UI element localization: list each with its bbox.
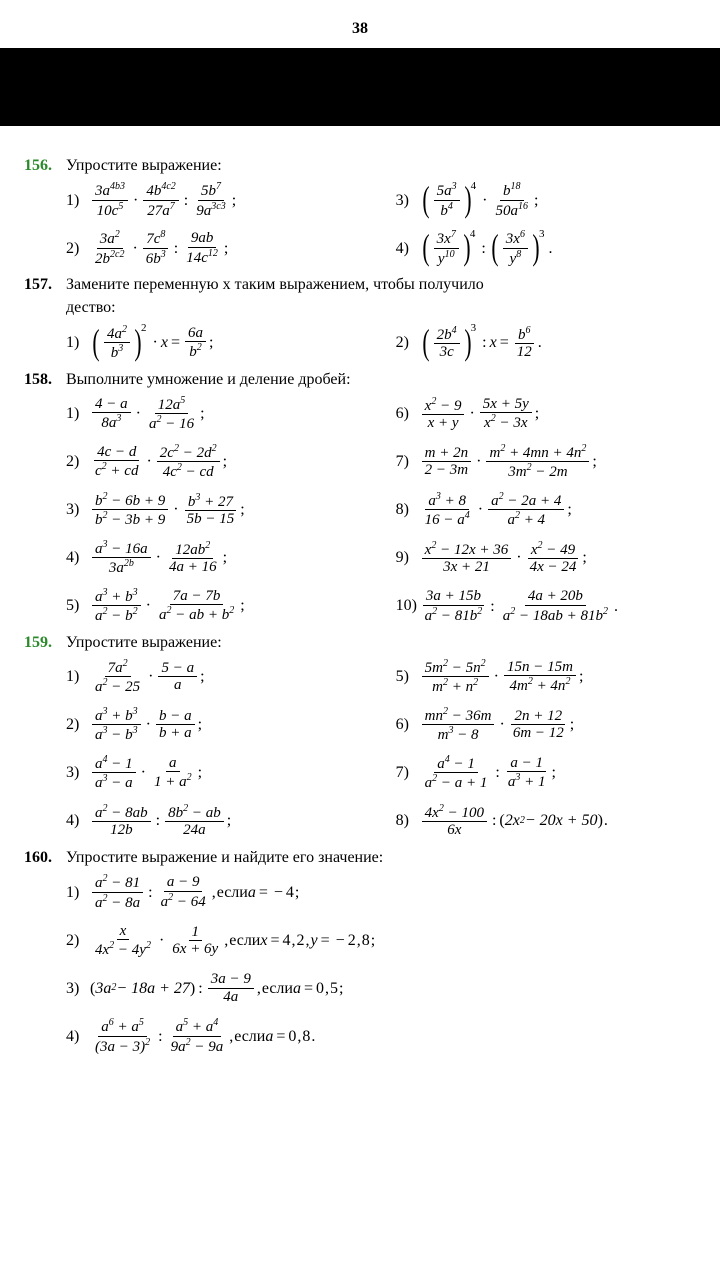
item-number: 8) (396, 500, 420, 519)
item-number: 1) (66, 333, 90, 352)
item-number: 2) (66, 715, 90, 734)
item-row: 1)a2 − 81a2 − 8a:a − 9a2 − 64,еслиa=−4; (66, 871, 700, 913)
item-number: 1) (66, 667, 90, 686)
item-number: 3) (66, 763, 90, 782)
math-expression: a6 + a5(3a − 3)2:a5 + a49a2 − 9a,еслиa=0… (90, 1017, 316, 1055)
math-expression: (3x7y10)4:(3x6y8)3. (420, 229, 554, 267)
math-expression: (2b43c)3:x=b612. (420, 325, 543, 361)
exercise-title: Упростите выражение и найдите его значен… (66, 848, 383, 867)
item-number: 1) (66, 404, 90, 423)
exercise: 158.Выполните умножение и деление дробей… (24, 370, 700, 627)
item-row: 1)(4a2b3)2·x=6ab2; 2)(2b43c)3:x=b612. (66, 322, 700, 364)
item-number: 7) (396, 763, 420, 782)
exercise-title: Упростите выражение: (66, 156, 222, 175)
math-expression: a3 + 816 − a4·a2 − 2a + 4a2 + 4; (420, 491, 573, 529)
exercise: 157.Замените переменную x таким выражени… (24, 275, 700, 363)
exercise-items: 1)(4a2b3)2·x=6ab2; 2)(2b43c)3:x=b612. (24, 322, 700, 364)
item-row: 1)4 − a8a3·12a5a2 − 16; 6)x2 − 9x + y·5x … (66, 393, 700, 435)
math-expression: 3a4b310c5·4b4c227a7:5b79a3c3; (90, 181, 237, 219)
math-expression: mn2 − 36mm3 − 8·2n + 126m − 12; (420, 706, 576, 744)
math-expression: a4 − 1a3 − a·a1 + a2; (90, 754, 203, 792)
item-number: 9) (396, 548, 420, 567)
math-expression: a3 + b3a3 − b3·b − ab + a; (90, 706, 203, 744)
exercise-title: Замените переменную x таким выражением, … (66, 275, 484, 294)
item-number: 5) (396, 667, 420, 686)
item-number: 2) (66, 931, 90, 950)
item-row: 2)3a22b2c2·7c86b3:9ab14c12; 4)(3x7y10)4:(… (66, 227, 700, 269)
item-row: 5)a3 + b3a2 − b2·7a − 7ba2 − ab + b2; 10)… (66, 585, 700, 627)
item-number: 1) (66, 883, 90, 902)
item-number: 1) (66, 191, 90, 210)
item-number: 4) (396, 239, 420, 258)
item-row: 4)a2 − 8ab12b:8b2 − ab24a; 8)4x2 − 1006x:… (66, 800, 700, 842)
item-row: 3)(3a2 − 18a + 27):3a − 94a,еслиa=0,5; (66, 967, 700, 1009)
item-row: 4)a6 + a5(3a − 3)2:a5 + a49a2 − 9a,еслиa… (66, 1015, 700, 1057)
item-number: 2) (66, 452, 90, 471)
item-number: 3) (66, 500, 90, 519)
item-number: 4) (66, 548, 90, 567)
exercise-number: 158. (24, 370, 66, 389)
exercise: 159.Упростите выражение: 1)7a2a2 − 25·5 −… (24, 633, 700, 842)
exercise-items: 1)3a4b310c5·4b4c227a7:5b79a3c3; 3)(5a3b4)… (24, 179, 700, 269)
math-expression: 3a22b2c2·7c86b3:9ab14c12; (90, 229, 229, 267)
math-expression: a2 − 81a2 − 8a:a − 9a2 − 64,еслиa=−4; (90, 873, 300, 911)
item-row: 2)x4x2 − 4y2·16x + 6y,еслиx=4,2,y=−2,8; (66, 919, 700, 961)
item-number: 3) (396, 191, 420, 210)
exercise-number: 160. (24, 848, 66, 867)
math-expression: 4 − a8a3·12a5a2 − 16; (90, 395, 206, 433)
item-number: 6) (396, 404, 420, 423)
math-expression: a3 + b3a2 − b2·7a − 7ba2 − ab + b2; (90, 587, 246, 625)
exercise: 156.Упростите выражение: 1)3a4b310c5·4b4c… (24, 156, 700, 269)
exercise-number: 159. (24, 633, 66, 652)
exercise-title-continuation: дество: (24, 298, 700, 317)
exercise-items: 1)7a2a2 − 25·5 − aa; 5)5m2 − 5n2m2 + n2·1… (24, 656, 700, 842)
math-expression: 7a2a2 − 25·5 − aa; (90, 658, 206, 696)
content: 156.Упростите выражение:1)3a4b310c5·4b4c… (0, 126, 720, 1073)
math-expression: x2 − 9x + y·5x + 5yx2 − 3x; (420, 396, 541, 432)
math-expression: a2 − 8ab12b:8b2 − ab24a; (90, 803, 232, 839)
exercise-title: Выполните умножение и деление дробей: (66, 370, 351, 389)
exercise-items: 1)a2 − 81a2 − 8a:a − 9a2 − 64,еслиa=−4; 2… (24, 871, 700, 1057)
exercise-number: 157. (24, 275, 66, 294)
item-number: 3) (66, 979, 90, 998)
black-bar (0, 48, 720, 126)
math-expression: (4a2b3)2·x=6ab2; (90, 324, 214, 362)
item-row: 2)a3 + b3a3 − b3·b − ab + a; 6)mn2 − 36mm… (66, 704, 700, 746)
item-number: 2) (66, 239, 90, 258)
math-expression: (5a3b4)4·b1850a16; (420, 181, 540, 219)
item-row: 2)4c − dc2 + cd·2c2 − 2d24c2 − cd; 7)m + … (66, 441, 700, 483)
exercise-items: 1)4 − a8a3·12a5a2 − 16; 6)x2 − 9x + y·5x … (24, 393, 700, 627)
item-number: 5) (66, 596, 90, 615)
math-expression: 4x2 − 1006x:(2x2 − 20x + 50). (420, 803, 609, 839)
page: 38 156.Упростите выражение:1)3a4b310c5·4… (0, 0, 720, 1280)
exercise-number: 156. (24, 156, 66, 175)
item-row: 1)7a2a2 − 25·5 − aa; 5)5m2 − 5n2m2 + n2·1… (66, 656, 700, 698)
item-number: 4) (66, 1027, 90, 1046)
exercise-title: Упростите выражение: (66, 633, 222, 652)
math-expression: a4 − 1a2 − a + 1:a − 1a3 + 1; (420, 754, 557, 792)
math-expression: x4x2 − 4y2·16x + 6y,еслиx=4,2,y=−2,8; (90, 922, 376, 959)
math-expression: 3a + 15ba2 − 81b2:4a + 20ba2 − 18ab + 81… (420, 587, 619, 624)
item-number: 8) (396, 811, 420, 830)
math-expression: 5m2 − 5n2m2 + n2·15n − 15m4m2 + 4n2; (420, 658, 585, 696)
math-expression: b2 − 6b + 9b2 − 3b + 9·b3 + 275b − 15; (90, 491, 246, 529)
item-number: 2) (396, 333, 420, 352)
item-row: 3)b2 − 6b + 9b2 − 3b + 9·b3 + 275b − 15;… (66, 489, 700, 531)
item-row: 4)a3 − 16a3a2b·12ab24a + 16; 9)x2 − 12x +… (66, 537, 700, 579)
math-expression: m + 2n2 − 3m·m2 + 4mn + 4n23m2 − 2m; (420, 443, 598, 481)
math-expression: x2 − 12x + 363x + 21·x2 − 494x − 24; (420, 540, 588, 576)
page-number: 38 (0, 0, 720, 48)
math-expression: a3 − 16a3a2b·12ab24a + 16; (90, 539, 228, 577)
item-row: 1)3a4b310c5·4b4c227a7:5b79a3c3; 3)(5a3b4)… (66, 179, 700, 221)
item-number: 10) (396, 596, 420, 615)
math-expression: 4c − dc2 + cd·2c2 − 2d24c2 − cd; (90, 443, 228, 481)
item-number: 6) (396, 715, 420, 734)
item-number: 7) (396, 452, 420, 471)
exercise: 160.Упростите выражение и найдите его зн… (24, 848, 700, 1057)
item-number: 4) (66, 811, 90, 830)
item-row: 3)a4 − 1a3 − a·a1 + a2; 7)a4 − 1a2 − a + … (66, 752, 700, 794)
math-expression: (3a2 − 18a + 27):3a − 94a,еслиa=0,5; (90, 971, 344, 1005)
